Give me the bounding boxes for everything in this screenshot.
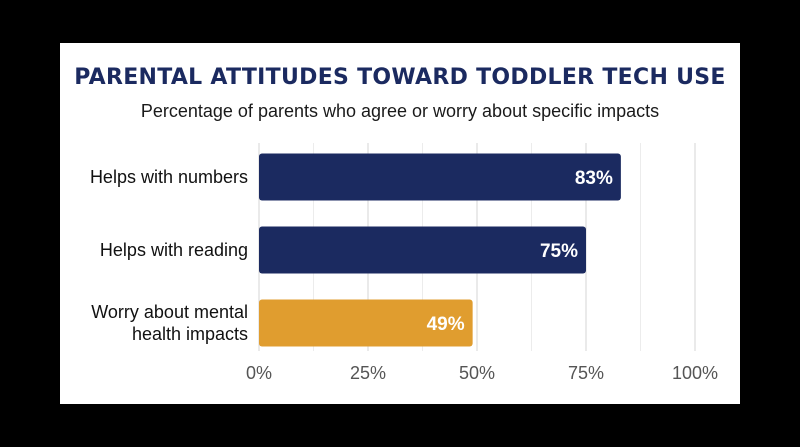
category-label: Worry about mental health impacts	[91, 302, 248, 344]
chart-title: PARENTAL ATTITUDES TOWARD TODDLER TECH U…	[74, 65, 726, 90]
chart-card: PARENTAL ATTITUDES TOWARD TODDLER TECH U…	[60, 43, 740, 404]
category-label: Helps with reading	[100, 240, 248, 260]
x-tick-label: 25%	[350, 363, 386, 383]
bar	[259, 153, 621, 201]
bar-value-label: 83%	[575, 168, 613, 189]
bar-value-label: 49%	[427, 314, 465, 335]
bar-value-label: 75%	[540, 241, 578, 262]
bar-chart: 0% 25% 50% 75% 100% 83% Helps with numbers 75% H…	[90, 143, 718, 383]
x-tick-label: 0%	[246, 363, 272, 383]
chart-subtitle: Percentage of parents who agree or worry…	[140, 101, 660, 121]
category-label: Helps with numbers	[90, 167, 248, 187]
x-tick-label: 50%	[459, 363, 495, 383]
bar	[259, 299, 473, 347]
x-tick-label: 100%	[672, 363, 718, 383]
x-tick-label: 75%	[568, 363, 604, 383]
bar	[259, 226, 586, 274]
